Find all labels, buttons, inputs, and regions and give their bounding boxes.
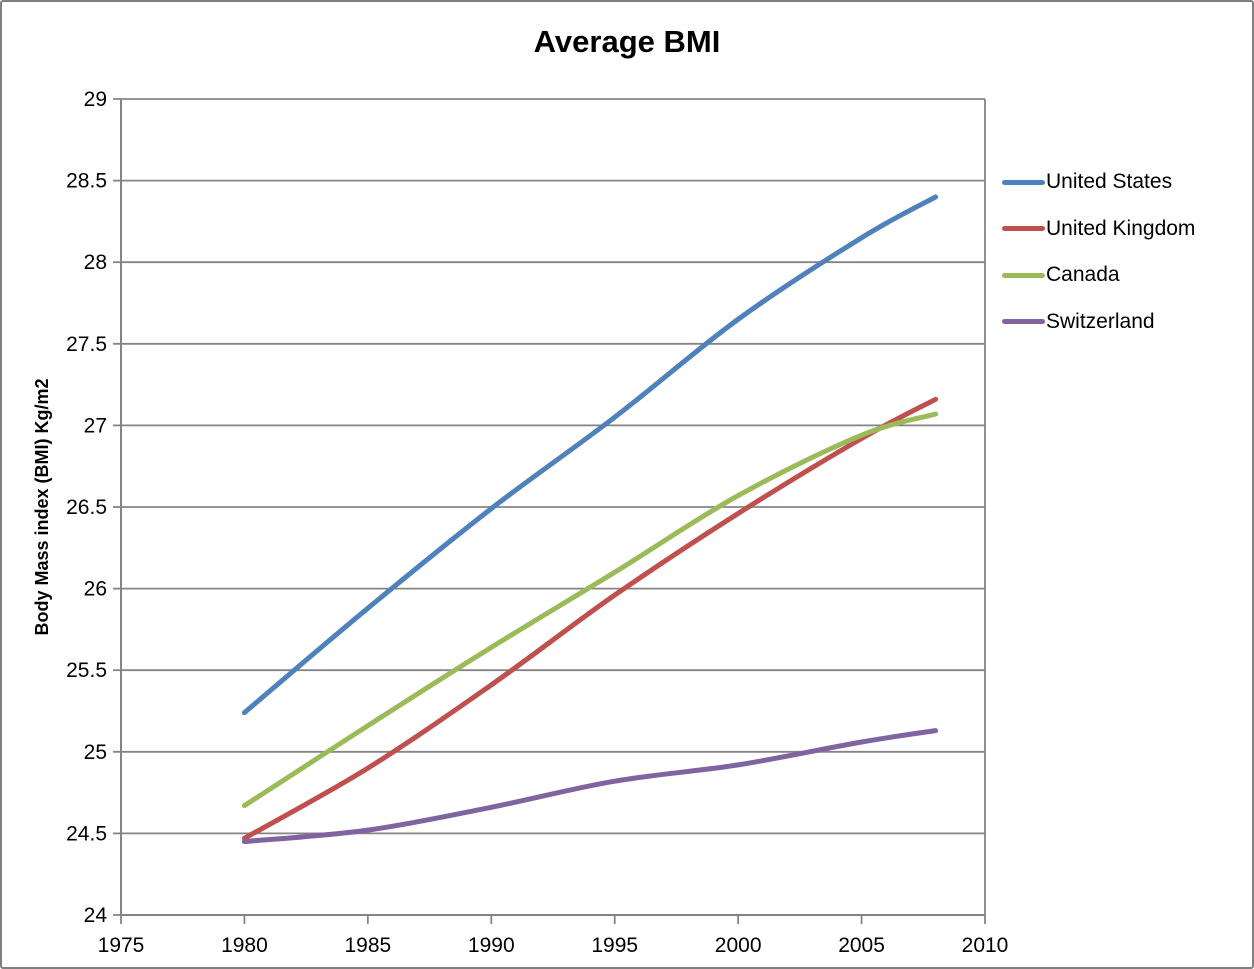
x-tick-label: 1985 xyxy=(344,934,391,957)
y-tick-label: 28 xyxy=(84,251,107,274)
x-tick-label: 1995 xyxy=(591,934,638,957)
y-tick-label: 26.5 xyxy=(66,496,107,519)
x-tick-label: 1980 xyxy=(221,934,268,957)
x-tick-label: 1975 xyxy=(98,934,145,957)
series-line-united-kingdom xyxy=(241,396,939,841)
series-line-switzerland xyxy=(241,728,939,845)
x-tick-label: 2010 xyxy=(962,934,1009,957)
chart-title: Average BMI xyxy=(533,24,721,59)
y-tick-label: 25 xyxy=(84,741,107,764)
series-line-canada xyxy=(241,411,939,809)
series-line-united-states xyxy=(241,194,939,716)
y-tick-label: 27 xyxy=(84,414,107,437)
y-tick-label: 27.5 xyxy=(66,333,107,356)
x-tick-label: 2000 xyxy=(715,934,762,957)
x-tick-label: 2005 xyxy=(838,934,885,957)
y-tick-label: 25.5 xyxy=(66,659,107,682)
y-axis-title: Body Mass index (BMI) Kg/m2 xyxy=(32,378,52,635)
y-tick-label: 24.5 xyxy=(66,822,107,845)
x-tick-label: 1990 xyxy=(468,934,515,957)
y-tick-label: 26 xyxy=(84,578,107,601)
y-tick-label: 29 xyxy=(84,88,107,111)
y-tick-label: 28.5 xyxy=(66,170,107,193)
y-tick-label: 24 xyxy=(84,904,108,927)
